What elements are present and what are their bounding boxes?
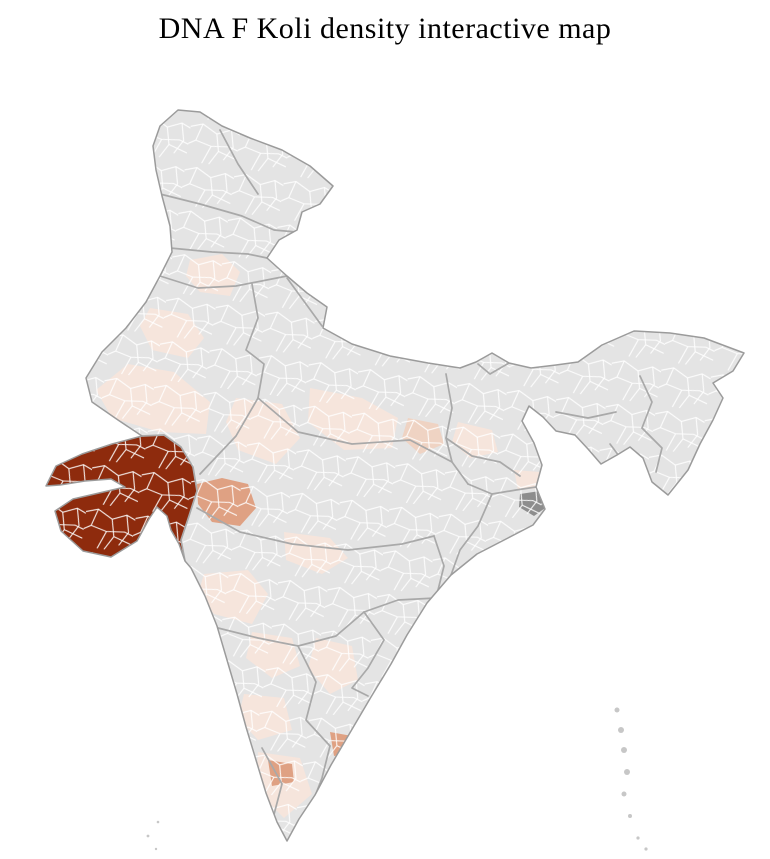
lakshadweep-islands[interactable] [146, 820, 160, 851]
state-border-line [141, 434, 198, 562]
island-dot[interactable] [621, 747, 627, 753]
state-border-line [261, 747, 283, 823]
island-dot[interactable] [644, 847, 648, 851]
state-border-line [445, 437, 521, 477]
island-dot[interactable] [156, 820, 160, 824]
state-border-line [286, 277, 323, 327]
state-border-line [159, 275, 288, 289]
andaman-nicobar-islands[interactable] [614, 707, 648, 851]
island-dot[interactable] [618, 727, 624, 733]
state-border-line [159, 193, 297, 233]
state-border-line [450, 493, 493, 576]
state-border-line [199, 397, 259, 475]
island-dot[interactable] [628, 814, 632, 818]
state-border-line [641, 427, 663, 473]
state-border-line [217, 597, 437, 647]
state-border-line [169, 247, 268, 259]
page-title: DNA F Koli density interactive map [158, 12, 612, 45]
india-choropleth-map[interactable] [0, 46, 770, 859]
state-border-line [351, 611, 385, 697]
map-page: DNA F Koli density interactive map [45, 12, 745, 851]
state-border-line [196, 507, 435, 551]
state-border-line [445, 373, 453, 463]
island-dot[interactable] [621, 791, 627, 797]
state-border-line [477, 362, 510, 375]
state-border-line [219, 129, 259, 195]
state-border-line [257, 397, 469, 485]
state-border-line [639, 375, 653, 429]
island-dot[interactable] [614, 707, 620, 713]
island-dot[interactable] [636, 836, 640, 840]
state-border-line [467, 483, 537, 495]
district-grid-overlay [46, 110, 744, 841]
island-dot[interactable] [146, 834, 150, 838]
state-border-line [245, 283, 265, 399]
state-border-line [555, 411, 617, 419]
island-dot[interactable] [624, 769, 630, 775]
island-dot[interactable] [154, 847, 158, 851]
state-border-line [297, 645, 331, 747]
